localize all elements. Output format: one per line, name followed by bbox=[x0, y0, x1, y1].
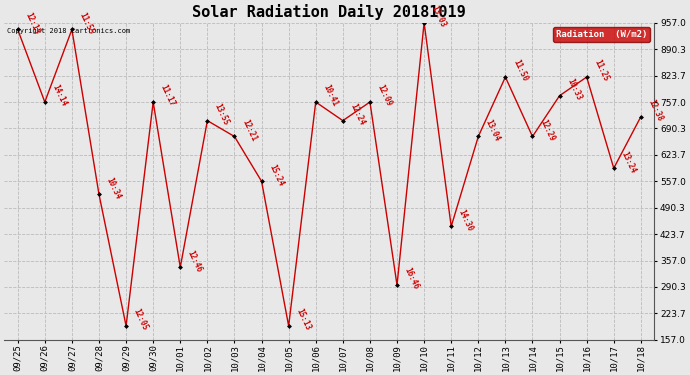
Text: 10:41: 10:41 bbox=[322, 83, 339, 108]
Text: 14:14: 14:14 bbox=[50, 83, 68, 108]
Text: 13:24: 13:24 bbox=[620, 150, 638, 174]
Text: 12:13: 12:13 bbox=[23, 11, 41, 36]
Text: 14:30: 14:30 bbox=[457, 208, 475, 232]
Text: 11:25: 11:25 bbox=[592, 58, 610, 83]
Text: 12:21: 12:21 bbox=[240, 118, 258, 142]
Text: 13:03: 13:03 bbox=[430, 4, 448, 29]
Legend: Radiation  (W/m2): Radiation (W/m2) bbox=[553, 27, 650, 42]
Text: 11:55: 11:55 bbox=[77, 11, 95, 36]
Text: 15:13: 15:13 bbox=[294, 308, 312, 332]
Text: 12:05: 12:05 bbox=[132, 308, 150, 332]
Text: 12:38: 12:38 bbox=[647, 98, 664, 123]
Text: 13:55: 13:55 bbox=[213, 102, 231, 127]
Text: 13:04: 13:04 bbox=[484, 118, 502, 142]
Text: 10:34: 10:34 bbox=[105, 176, 123, 201]
Text: 11:50: 11:50 bbox=[511, 58, 529, 83]
Text: Copyright 2018 Cartronics.com: Copyright 2018 Cartronics.com bbox=[8, 27, 130, 33]
Text: 12:46: 12:46 bbox=[186, 249, 204, 273]
Text: 16:46: 16:46 bbox=[402, 267, 420, 291]
Text: 10:33: 10:33 bbox=[565, 77, 583, 102]
Title: Solar Radiation Daily 20181019: Solar Radiation Daily 20181019 bbox=[193, 4, 466, 20]
Text: 11:17: 11:17 bbox=[159, 83, 177, 108]
Text: 12:09: 12:09 bbox=[375, 83, 393, 108]
Text: 15:24: 15:24 bbox=[267, 163, 285, 188]
Text: 12:29: 12:29 bbox=[538, 118, 556, 142]
Text: 12:24: 12:24 bbox=[348, 102, 366, 127]
